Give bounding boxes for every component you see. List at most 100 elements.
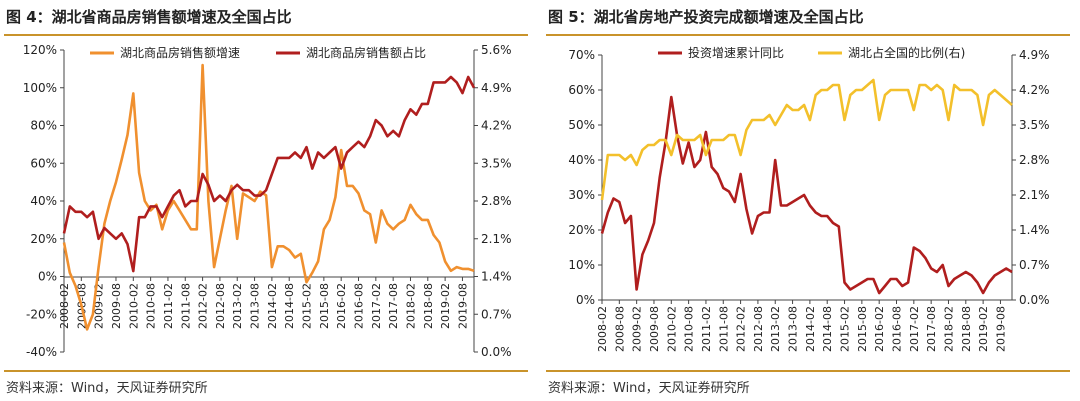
x-tick-label: 2009-08 <box>648 306 661 352</box>
x-tick-label: 2015-02 <box>839 306 852 352</box>
x-tick-label: 2018-02 <box>942 306 955 352</box>
series-line-2 <box>600 78 1013 201</box>
x-tick-label: 2019-02 <box>439 283 452 329</box>
x-tick-label: 2013-08 <box>249 283 262 329</box>
x-tick-label: 2018-02 <box>404 283 417 329</box>
y-tick-label-left: 0% <box>38 270 57 284</box>
x-tick-label: 2014-08 <box>821 306 834 352</box>
y-tick-label-left: 0% <box>576 293 595 307</box>
legend-label: 湖北商品房销售额占比 <box>306 45 426 60</box>
x-tick-label: 2009-02 <box>631 306 644 352</box>
y-tick-label-left: 120% <box>23 43 57 57</box>
x-tick-label: 2015-02 <box>301 283 314 329</box>
y-tick-label-left: -40% <box>26 345 57 359</box>
y-tick-label-right: 4.9% <box>1019 48 1050 62</box>
chart-left-svg: -40% -20% 0% 20% 40% 60% 80% 100% 120% 0.0% 0.7% 1.… <box>23 43 512 359</box>
x-tick-label: 2012-02 <box>735 306 748 352</box>
x-tick-label: 2016-08 <box>353 283 366 329</box>
y-tick-label-left: 60% <box>568 83 595 97</box>
y-tick-label-left: 70% <box>568 48 595 62</box>
y-tick-label-left: 80% <box>30 119 57 133</box>
x-tick-label: 2017-08 <box>387 283 400 329</box>
y-tick-label-right: 4.2% <box>1019 83 1050 97</box>
x-tick-label: 2010-02 <box>665 306 678 352</box>
chart-right-svg: 0% 10% 20% 30% 40% 50% 60% 70% 0.0% 0.7% 1.4% 2.1% 2… <box>568 45 1050 352</box>
y-tick-label-right: 1.4% <box>481 270 512 284</box>
x-tick-label: 2010-02 <box>127 283 140 329</box>
chart-panel-right: 图 5：湖北省房地产投资完成额增速及全国占比 0% 10% 20% 30% 40% 50%… <box>546 0 1076 401</box>
chart-title: 图 5：湖北省房地产投资完成额增速及全国占比 <box>548 8 864 26</box>
x-tick-label: 2013-08 <box>787 306 800 352</box>
y-tick-label-left: 50% <box>568 118 595 132</box>
y-tick-label-right: 2.8% <box>481 194 512 208</box>
x-tick-label: 2018-08 <box>960 306 973 352</box>
x-tick-label: 2014-08 <box>283 283 296 329</box>
x-tick-label: 2009-08 <box>110 283 123 329</box>
y-tick-label-left: 20% <box>568 223 595 237</box>
x-tick-label: 2012-08 <box>214 283 227 329</box>
legend-label: 湖北占全国的比例(右) <box>848 45 965 60</box>
x-tick-label: 2019-08 <box>994 306 1007 352</box>
chart-panel-left: 图 4：湖北省商品房销售额增速及全国占比 -40% -20% 0% 20% 40% 60%… <box>4 0 534 401</box>
y-tick-label-left: 20% <box>30 232 57 246</box>
chart-title: 图 4：湖北省商品房销售额增速及全国占比 <box>6 8 292 26</box>
x-tick-label: 2016-08 <box>891 306 904 352</box>
y-tick-label-right: 1.4% <box>1019 223 1050 237</box>
x-tick-label: 2011-08 <box>179 283 192 329</box>
y-tick-label-left: -20% <box>26 307 57 321</box>
series-line-1 <box>600 95 1013 295</box>
y-tick-label-left: 60% <box>30 156 57 170</box>
y-tick-label-left: 40% <box>568 153 595 167</box>
x-tick-label: 2014-02 <box>266 283 279 329</box>
y-tick-label-right: 5.6% <box>481 43 512 57</box>
x-tick-label: 2011-02 <box>162 283 175 329</box>
source-note: 资料来源：Wind，天风证券研究所 <box>6 381 208 396</box>
x-tick-label: 2017-08 <box>925 306 938 352</box>
x-tick-label: 2013-02 <box>769 306 782 352</box>
y-tick-label-right: 2.8% <box>1019 153 1050 167</box>
x-tick-label: 2017-02 <box>370 283 383 329</box>
source-note: 资料来源：Wind，天风证券研究所 <box>548 381 750 396</box>
x-tick-label: 2015-08 <box>856 306 869 352</box>
legend-label: 湖北商品房销售额增速 <box>120 45 240 60</box>
y-tick-label-right: 0.7% <box>481 307 512 321</box>
y-tick-label-right: 0.0% <box>1019 293 1050 307</box>
x-tick-label: 2014-02 <box>804 306 817 352</box>
y-tick-label-right: 0.7% <box>1019 258 1050 272</box>
x-tick-label: 2010-08 <box>145 283 158 329</box>
y-tick-label-right: 3.5% <box>1019 118 1050 132</box>
legend-label: 投资增速累计同比 <box>688 45 784 60</box>
top-rule <box>4 34 528 36</box>
x-tick-label: 2016-02 <box>873 306 886 352</box>
x-tick-label: 2010-08 <box>683 306 696 352</box>
x-tick-label: 2013-02 <box>231 283 244 329</box>
y-tick-label-left: 40% <box>30 194 57 208</box>
x-tick-label: 2011-08 <box>717 306 730 352</box>
y-tick-label-right: 0.0% <box>481 345 512 359</box>
x-tick-label: 2019-08 <box>456 283 469 329</box>
y-tick-label-left: 10% <box>568 258 595 272</box>
x-tick-label: 2008-02 <box>58 283 71 329</box>
y-tick-label-right: 4.2% <box>481 119 512 133</box>
x-tick-label: 2012-08 <box>752 306 765 352</box>
bottom-rule <box>4 370 528 372</box>
y-tick-label-left: 30% <box>568 188 595 202</box>
y-tick-label-right: 2.1% <box>1019 188 1050 202</box>
x-tick-label: 2019-02 <box>977 306 990 352</box>
y-tick-label-right: 2.1% <box>481 232 512 246</box>
x-tick-label: 2015-08 <box>318 283 331 329</box>
series-line-1 <box>62 63 475 331</box>
x-tick-label: 2008-02 <box>596 306 609 352</box>
x-tick-label: 2011-02 <box>700 306 713 352</box>
x-tick-label: 2016-02 <box>335 283 348 329</box>
x-tick-label: 2017-02 <box>908 306 921 352</box>
top-rule <box>546 34 1070 36</box>
x-tick-label: 2008-08 <box>613 306 626 352</box>
x-tick-label: 2012-02 <box>197 283 210 329</box>
bottom-rule <box>546 370 1070 372</box>
series-line-2 <box>62 75 476 273</box>
y-tick-label-left: 100% <box>23 81 57 95</box>
y-tick-label-right: 4.9% <box>481 81 512 95</box>
y-tick-label-right: 3.5% <box>481 156 512 170</box>
x-tick-label: 2018-08 <box>422 283 435 329</box>
